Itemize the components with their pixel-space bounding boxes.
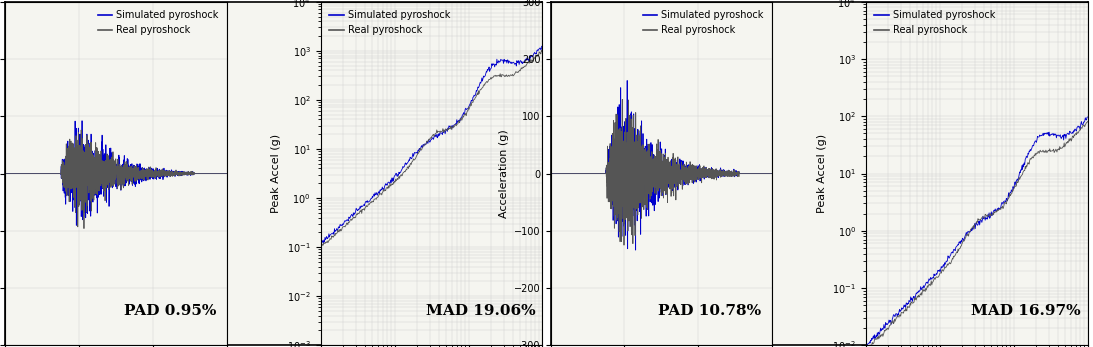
Simulated pyroshock — [474, 79, 487, 83]
Simulated pyroshock — [402, 158, 415, 162]
Real pyroshock — [738, 171, 751, 176]
Simulated pyroshock — [536, 45, 549, 49]
Simulated pyroshock — [1020, 156, 1033, 160]
Real pyroshock — [216, 171, 230, 176]
Real pyroshock — [0, 171, 12, 176]
Real pyroshock — [84, 170, 97, 174]
Simulated pyroshock — [75, 119, 89, 123]
Real pyroshock — [315, 245, 328, 249]
Simulated pyroshock — [94, 153, 107, 158]
Simulated pyroshock — [630, 248, 643, 252]
Simulated pyroshock — [317, 242, 330, 246]
Text: PAD 0.95%: PAD 0.95% — [124, 304, 216, 318]
Line: Simulated pyroshock: Simulated pyroshock — [320, 46, 542, 244]
Line: Real pyroshock: Real pyroshock — [320, 50, 542, 247]
Real pyroshock — [402, 164, 415, 168]
Real pyroshock — [221, 171, 234, 176]
Real pyroshock — [78, 227, 91, 231]
Legend: Simulated pyroshock, Real pyroshock: Simulated pyroshock, Real pyroshock — [870, 7, 999, 39]
Simulated pyroshock — [536, 44, 549, 48]
Real pyroshock — [455, 116, 468, 120]
Simulated pyroshock — [216, 171, 230, 176]
Simulated pyroshock — [341, 219, 354, 223]
Real pyroshock — [766, 171, 779, 176]
Simulated pyroshock — [621, 78, 634, 83]
Real pyroshock — [615, 98, 628, 102]
Real pyroshock — [931, 275, 944, 279]
Simulated pyroshock — [455, 118, 468, 122]
Real pyroshock — [475, 86, 489, 90]
Simulated pyroshock — [37, 171, 50, 176]
Real pyroshock — [1021, 164, 1034, 169]
Real pyroshock — [618, 243, 631, 247]
Real pyroshock — [314, 245, 327, 249]
Real pyroshock — [474, 87, 487, 92]
Real pyroshock — [192, 171, 205, 176]
Simulated pyroshock — [931, 268, 944, 272]
Real pyroshock — [569, 171, 583, 176]
Simulated pyroshock — [192, 171, 205, 176]
Line: Real pyroshock: Real pyroshock — [866, 121, 1088, 347]
Simulated pyroshock — [544, 171, 557, 176]
Real pyroshock — [536, 48, 549, 52]
Simulated pyroshock — [84, 214, 97, 218]
Simulated pyroshock — [314, 241, 327, 245]
Line: Simulated pyroshock: Simulated pyroshock — [551, 81, 773, 250]
Real pyroshock — [74, 128, 87, 132]
Real pyroshock — [341, 223, 354, 227]
Real pyroshock — [24, 171, 37, 176]
Text: MAD 19.06%: MAD 19.06% — [426, 304, 536, 318]
Simulated pyroshock — [475, 79, 489, 83]
Real pyroshock — [762, 171, 775, 176]
Real pyroshock — [630, 146, 643, 151]
Simulated pyroshock — [221, 171, 234, 176]
Simulated pyroshock — [762, 171, 775, 176]
Legend: Simulated pyroshock, Real pyroshock: Simulated pyroshock, Real pyroshock — [326, 7, 454, 39]
Real pyroshock — [387, 180, 400, 185]
Y-axis label: Peak Accel (g): Peak Accel (g) — [816, 134, 826, 213]
Simulated pyroshock — [766, 171, 779, 176]
Simulated pyroshock — [738, 171, 751, 176]
Line: Real pyroshock: Real pyroshock — [5, 130, 227, 229]
Legend: Simulated pyroshock, Real pyroshock: Simulated pyroshock, Real pyroshock — [94, 7, 223, 39]
Simulated pyroshock — [569, 171, 583, 176]
Real pyroshock — [544, 171, 557, 176]
Real pyroshock — [94, 168, 107, 172]
Real pyroshock — [37, 171, 50, 176]
Text: PAD 10.78%: PAD 10.78% — [658, 304, 762, 318]
Real pyroshock — [999, 201, 1012, 205]
Line: Simulated pyroshock: Simulated pyroshock — [5, 121, 227, 225]
Simulated pyroshock — [885, 317, 898, 321]
Real pyroshock — [1020, 167, 1033, 171]
Y-axis label: Acceleration (g): Acceleration (g) — [498, 129, 508, 218]
Simulated pyroshock — [0, 171, 12, 176]
Real pyroshock — [947, 254, 960, 258]
Simulated pyroshock — [638, 167, 651, 171]
Real pyroshock — [885, 320, 898, 324]
Line: Simulated pyroshock: Simulated pyroshock — [866, 117, 1088, 347]
Y-axis label: Peak Accel (g): Peak Accel (g) — [271, 134, 281, 213]
Simulated pyroshock — [24, 171, 37, 176]
Legend: Simulated pyroshock, Real pyroshock: Simulated pyroshock, Real pyroshock — [639, 7, 767, 39]
Line: Real pyroshock: Real pyroshock — [551, 100, 773, 245]
Text: MAD 16.97%: MAD 16.97% — [972, 304, 1081, 318]
Real pyroshock — [1081, 119, 1093, 124]
Simulated pyroshock — [387, 179, 400, 183]
Real pyroshock — [583, 171, 596, 176]
Simulated pyroshock — [1021, 155, 1034, 159]
Simulated pyroshock — [630, 205, 643, 209]
Simulated pyroshock — [947, 248, 960, 252]
Real pyroshock — [638, 182, 651, 186]
Simulated pyroshock — [999, 199, 1012, 203]
Simulated pyroshock — [1081, 115, 1093, 119]
Simulated pyroshock — [70, 223, 83, 227]
Simulated pyroshock — [583, 171, 596, 176]
